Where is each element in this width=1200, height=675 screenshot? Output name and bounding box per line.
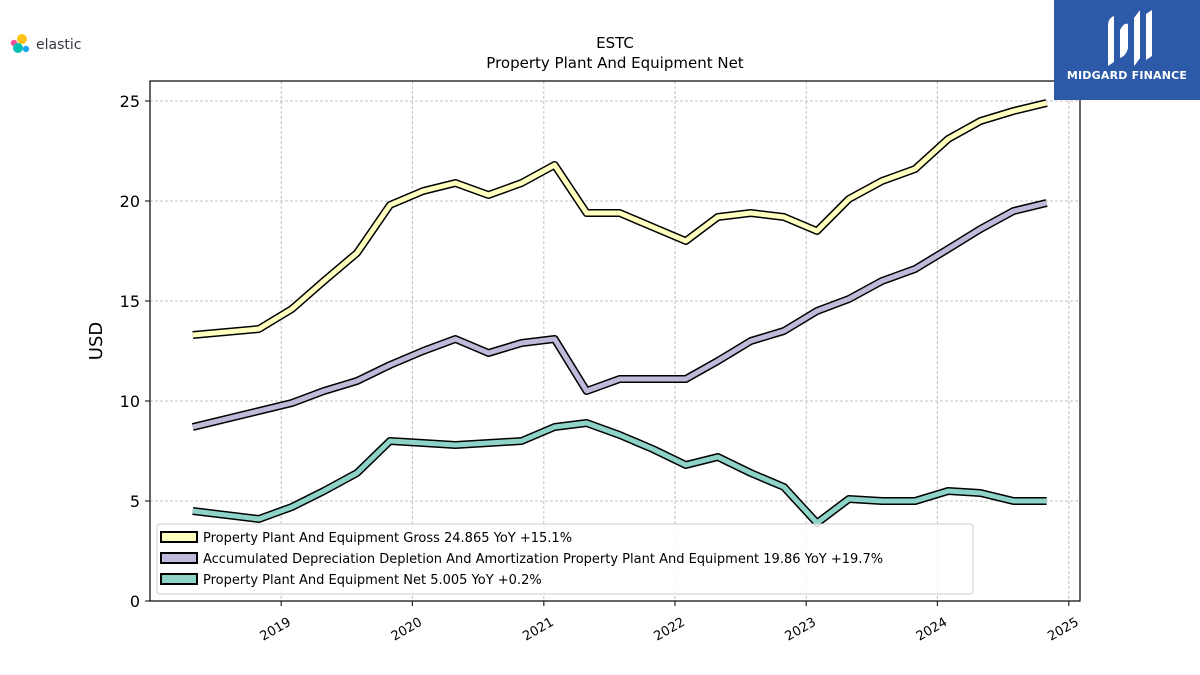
series-line-outline-3 <box>192 419 1047 527</box>
midgard-mark-icon <box>1108 10 1152 66</box>
y-tick-label: 10 <box>120 392 140 411</box>
x-tick-label: 2025 <box>1045 615 1081 645</box>
x-tick-label: 2023 <box>783 615 819 645</box>
chart-title: ESTC <box>596 34 634 52</box>
series-line-3 <box>192 420 1047 526</box>
legend-swatch-2 <box>160 552 198 564</box>
x-tick-label: 2024 <box>914 615 950 645</box>
series-group <box>191 99 1048 527</box>
legend: Property Plant And Equipment Gross 24.86… <box>156 523 974 595</box>
x-tick-label: 2019 <box>258 615 294 645</box>
y-tick-label: 25 <box>120 92 140 111</box>
elastic-logo <box>10 34 30 53</box>
series-line-outline-1 <box>192 99 1048 339</box>
legend-box <box>156 523 974 595</box>
x-tick-label: 2022 <box>652 615 688 645</box>
legend-label-3: Property Plant And Equipment Net 5.005 Y… <box>203 573 542 588</box>
legend-label-2: Accumulated Depreciation Depletion And A… <box>203 552 883 567</box>
y-tick-label: 15 <box>120 292 140 311</box>
midgard-finance-logo: MIDGARD FINANCE <box>1054 0 1200 100</box>
y-tick-label: 20 <box>120 192 140 211</box>
y-tick-label: 5 <box>130 492 140 511</box>
x-tick-label: 2020 <box>389 615 425 645</box>
plot-frame <box>149 80 1081 602</box>
series-line-1 <box>192 100 1048 338</box>
x-tick-label: 2021 <box>520 615 556 645</box>
chart-subtitle: Property Plant And Equipment Net <box>486 54 743 72</box>
grid <box>150 81 1080 602</box>
midgard-logo-text: MIDGARD FINANCE <box>1066 69 1188 82</box>
elastic-logo-text: elastic <box>36 37 82 53</box>
series-line-2 <box>192 200 1048 430</box>
y-axis-label: USD <box>86 322 107 360</box>
legend-swatch-1 <box>160 531 198 543</box>
legend-swatch-3 <box>160 573 198 585</box>
legend-label-1: Property Plant And Equipment Gross 24.86… <box>203 531 572 546</box>
y-tick-label: 0 <box>130 592 140 611</box>
